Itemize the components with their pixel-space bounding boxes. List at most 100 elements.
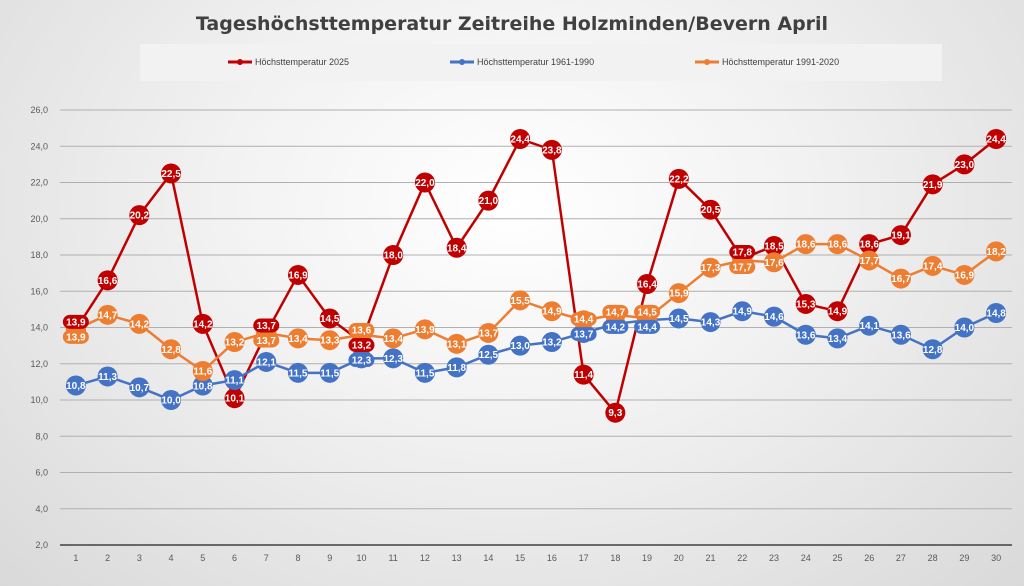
data-label-group: 15,9 bbox=[669, 289, 689, 300]
data-label-group: 11,6 bbox=[193, 366, 212, 377]
data-point bbox=[700, 257, 721, 278]
data-label-group: 18,6 bbox=[796, 240, 816, 251]
data-label-group: 14,9 bbox=[828, 307, 848, 318]
x-tick-label: 13 bbox=[452, 553, 462, 563]
legend-marker bbox=[237, 59, 243, 65]
data-label-group: 14,0 bbox=[955, 323, 975, 334]
data-label: 14,2 bbox=[193, 319, 213, 330]
y-tick-label: 10,0 bbox=[30, 395, 48, 405]
data-label-group: 16,9 bbox=[955, 270, 975, 281]
data-point bbox=[319, 308, 340, 329]
x-tick-label: 14 bbox=[483, 553, 493, 563]
x-tick-label: 24 bbox=[801, 553, 811, 563]
data-point bbox=[954, 264, 975, 285]
data-label-group: 18,6 bbox=[859, 240, 879, 251]
data-point bbox=[764, 235, 784, 256]
data-label-group: 14,2 bbox=[602, 319, 629, 334]
data-label-group: 18,6 bbox=[828, 240, 848, 251]
data-label-group: 16,4 bbox=[637, 280, 657, 291]
data-label-group: 13,3 bbox=[320, 336, 340, 347]
data-point bbox=[192, 361, 213, 381]
data-label-group: 17,8 bbox=[729, 245, 756, 260]
data-point bbox=[224, 370, 245, 391]
data-label: 14,8 bbox=[986, 309, 1006, 320]
data-point bbox=[288, 264, 308, 285]
data-label: 17,6 bbox=[764, 258, 784, 269]
data-point bbox=[986, 303, 1007, 323]
x-tick-label: 23 bbox=[769, 553, 779, 563]
data-label-group: 11,5 bbox=[320, 368, 339, 379]
y-tick-label: 6,0 bbox=[35, 468, 48, 478]
data-label: 15,5 bbox=[510, 296, 530, 307]
data-label: 11,8 bbox=[447, 363, 466, 374]
data-point bbox=[890, 268, 911, 289]
data-label: 20,5 bbox=[701, 205, 721, 216]
data-point bbox=[319, 362, 340, 383]
data-point bbox=[414, 172, 435, 193]
data-label-group: 17,3 bbox=[701, 263, 721, 274]
legend bbox=[140, 44, 942, 81]
y-tick-label: 26,0 bbox=[30, 105, 48, 115]
x-tick-label: 29 bbox=[959, 553, 969, 563]
data-label: 12,3 bbox=[383, 354, 403, 365]
data-label-background bbox=[634, 319, 661, 334]
data-label-background bbox=[62, 329, 89, 344]
data-point bbox=[97, 270, 118, 291]
data-point bbox=[827, 301, 848, 322]
chart-title: Tageshöchsttemperatur Zeitreihe Holzmind… bbox=[196, 13, 828, 35]
data-point bbox=[573, 364, 594, 385]
data-label: 14,7 bbox=[98, 310, 118, 321]
data-label: 17,3 bbox=[701, 263, 721, 274]
data-point bbox=[446, 237, 467, 258]
data-label-group: 11,5 bbox=[289, 368, 308, 379]
data-label-group: 13,1 bbox=[447, 339, 467, 350]
data-label-background bbox=[570, 312, 597, 327]
data-label: 12,8 bbox=[161, 345, 181, 356]
data-label-group: 17,4 bbox=[923, 261, 943, 272]
y-tick-label: 2,0 bbox=[35, 540, 48, 550]
legend-label: Höchsttemperatur 1991-2020 bbox=[722, 57, 839, 67]
data-label-background bbox=[602, 319, 629, 334]
data-point bbox=[446, 357, 467, 378]
data-label-group: 21,9 bbox=[923, 180, 943, 191]
legend-label: Höchsttemperatur 1961-1990 bbox=[477, 57, 594, 67]
data-label-group: 18,2 bbox=[986, 247, 1006, 258]
data-label: 14,3 bbox=[701, 318, 721, 329]
data-label: 19,1 bbox=[891, 231, 911, 242]
data-label-background bbox=[253, 333, 280, 348]
data-label: 22,5 bbox=[161, 169, 181, 180]
y-tick-label: 4,0 bbox=[35, 504, 48, 514]
data-point bbox=[795, 293, 816, 314]
data-label-group: 11,1 bbox=[225, 376, 244, 387]
data-point bbox=[256, 351, 277, 372]
data-point bbox=[288, 362, 308, 383]
data-label-group: 10,8 bbox=[66, 381, 86, 392]
y-tick-label: 24,0 bbox=[30, 141, 48, 151]
data-label-group: 13,7 bbox=[479, 328, 499, 339]
data-point bbox=[954, 154, 975, 175]
data-point bbox=[541, 332, 562, 352]
data-label: 13,2 bbox=[225, 338, 245, 349]
x-tick-label: 26 bbox=[864, 553, 874, 563]
data-label: 14,5 bbox=[637, 307, 657, 318]
data-point bbox=[319, 330, 340, 351]
data-label: 13,4 bbox=[828, 334, 848, 345]
data-label: 17,7 bbox=[859, 256, 879, 267]
x-tick-label: 16 bbox=[547, 553, 557, 563]
data-point bbox=[541, 301, 562, 322]
data-label-group: 13,6 bbox=[891, 330, 911, 341]
data-label-group: 13,7 bbox=[253, 333, 280, 348]
data-label-background bbox=[570, 327, 597, 342]
data-label: 21,0 bbox=[479, 196, 499, 207]
data-label-group: 13,4 bbox=[828, 334, 848, 345]
data-point bbox=[795, 234, 816, 255]
data-point bbox=[764, 306, 784, 327]
data-label: 14,6 bbox=[764, 312, 784, 323]
data-label: 12,1 bbox=[257, 357, 277, 368]
data-point bbox=[922, 255, 943, 276]
data-label: 17,7 bbox=[733, 263, 753, 274]
y-tick-label: 22,0 bbox=[30, 178, 48, 188]
data-label-group: 14,7 bbox=[602, 304, 629, 319]
data-label-group: 13,9 bbox=[62, 314, 89, 329]
data-point bbox=[827, 234, 848, 255]
